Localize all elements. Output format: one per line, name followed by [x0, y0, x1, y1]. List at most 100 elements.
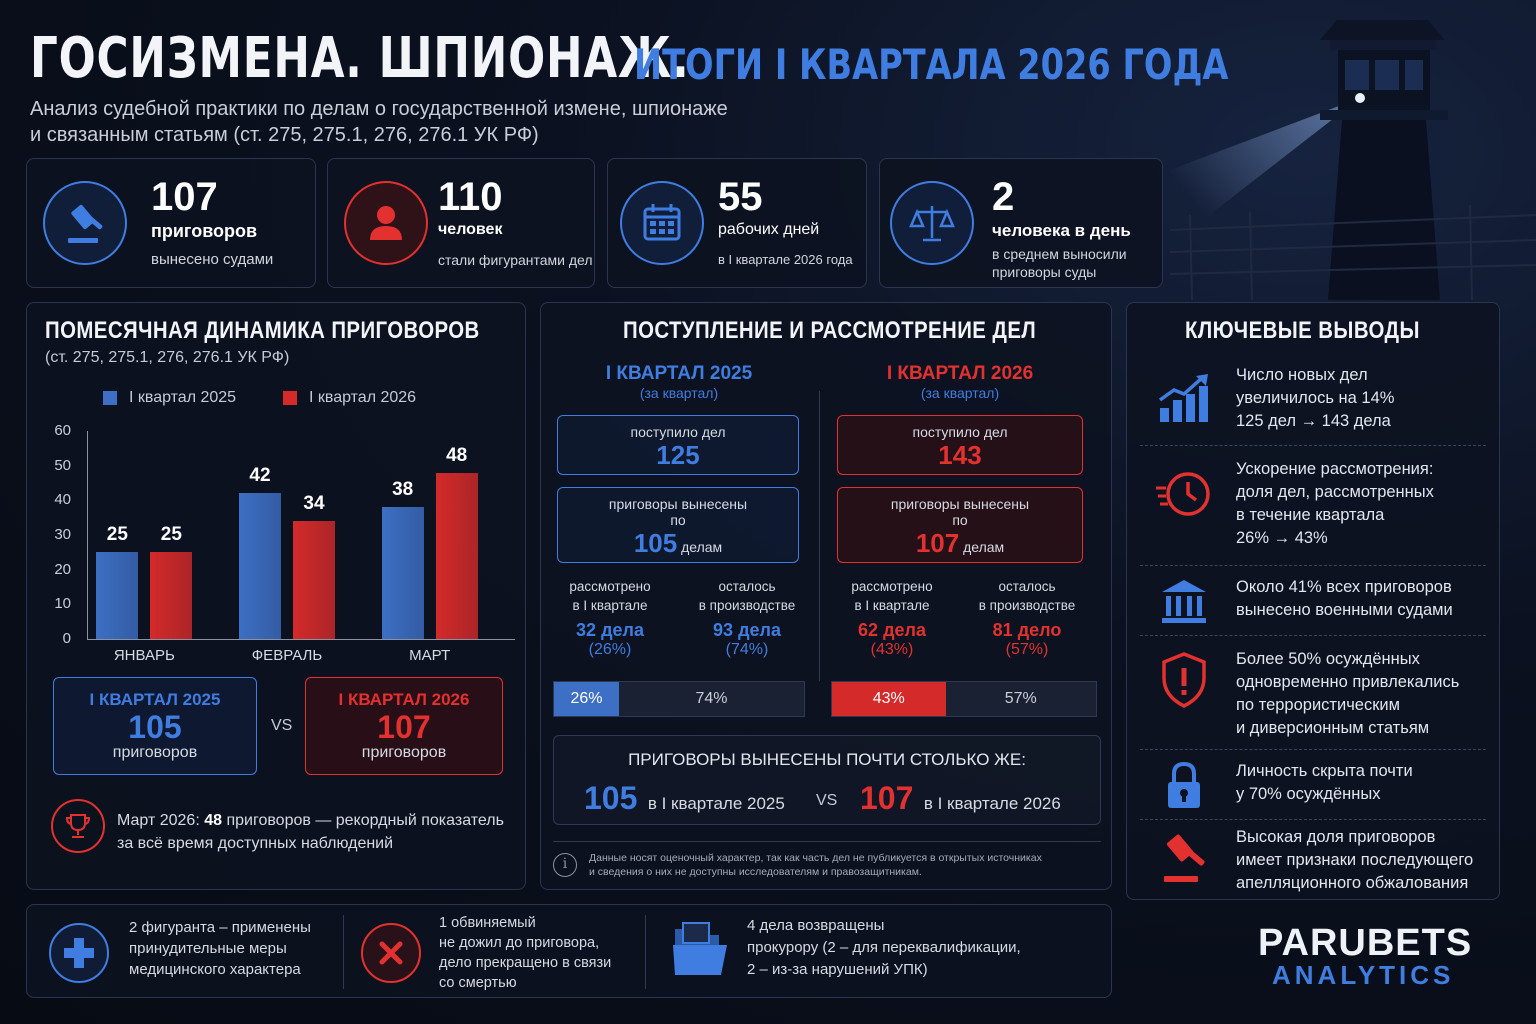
brand-sub: ANALYTICS: [1272, 960, 1455, 990]
bar: [435, 472, 478, 639]
finding-item: Более 50% осуждённых одновременно привле…: [1140, 640, 1486, 750]
stat-unit: человека в день: [992, 221, 1131, 240]
reviewed-label: в I квартале: [572, 598, 648, 613]
subtitle-line: Анализ судебной практики по делам о госу…: [30, 98, 728, 120]
finding-text: Личность скрыта почти у 70% осуждённых: [1236, 760, 1413, 806]
verdicts-label: приговоры вынесены: [608, 496, 748, 512]
reviewed-2025: рассмотрено в I квартале 32 дела (26%): [555, 577, 665, 659]
finding-item: Высокая доля приговоров имеет признаки п…: [1140, 824, 1486, 894]
finding-line: Личность скрыта почти: [1236, 762, 1413, 780]
gavel-icon: [1154, 828, 1214, 888]
y-tick-label: 60: [54, 422, 71, 439]
finding-line: апелляционного обжалования: [1236, 874, 1469, 892]
medical-cross-icon: [49, 923, 109, 983]
reviewed-pct: (26%): [588, 641, 632, 658]
pending-label: в производстве: [698, 598, 796, 613]
received-box-2025: поступило дел 125: [557, 415, 799, 475]
bottom-text-deceased: 1 обвиняемый не дожил до приговора, дело…: [439, 913, 611, 993]
finding-line: по террористическим: [1236, 696, 1400, 714]
compare-right: 107 в I квартале 2026: [860, 780, 1061, 817]
stat-unit: рабочих дней: [718, 221, 820, 238]
y-tick-label: 20: [54, 560, 71, 578]
data-note: Данные носят оценочный характер, так как…: [589, 851, 1042, 879]
finding-line: 125 дел → 143 дела: [1236, 412, 1391, 430]
y-tick-label: 40: [54, 491, 71, 509]
gavel-icon: [43, 181, 127, 265]
lock-icon: [1154, 756, 1214, 816]
compare-left-text: в I квартале 2025: [647, 794, 785, 813]
bar-value-label: 48: [446, 444, 468, 466]
stat-value: 110: [438, 175, 503, 219]
note-divider: [553, 841, 1101, 842]
stat-desc-line: приговоры суды: [992, 264, 1097, 280]
finding-line: у 70% осуждённых: [1236, 785, 1381, 803]
note-line: и сведения о них не доступны исследовате…: [589, 866, 922, 878]
stat-card-verdicts: 107 приговоров вынесено судами: [26, 158, 316, 288]
period-sub: (за квартал): [920, 385, 1000, 401]
period-label: I КВАРТАЛ 2026: [886, 363, 1034, 384]
stat-value: 107: [151, 175, 218, 219]
bottom-text-medical: 2 фигуранта – применены принудительные м…: [129, 917, 311, 980]
record-note: Март 2026: 48 приговоров — рекордный пок…: [117, 809, 517, 855]
stat-card-workdays: 55 рабочих дней в I квартале 2026 года: [607, 158, 867, 288]
bar-value-label: 25: [160, 524, 182, 546]
legend-label-2026: I квартал 2026: [309, 389, 417, 406]
brand-name: PARUBETS: [1258, 922, 1473, 964]
bar-value-label: 38: [392, 479, 414, 501]
verdicts-unit: делам: [963, 539, 1005, 555]
stat-value: 2: [992, 175, 1015, 219]
bar: [239, 493, 281, 639]
stat-desc: в I квартале 2026 года: [718, 252, 853, 267]
findings-title: КЛЮЧЕВЫЕ ВЫВОДЫ: [1185, 317, 1420, 344]
summary-unit: приговоров: [361, 744, 447, 761]
compare-vs: VS: [816, 792, 838, 809]
pending-pct: (57%): [1005, 641, 1049, 658]
compare-left: 105 в I квартале 2025: [584, 780, 785, 817]
x-category-label: МАРТ: [409, 647, 451, 664]
pending-label: осталось: [718, 579, 776, 594]
compare-title: ПРИГОВОРЫ ВЫНЕСЕНЫ ПОЧТИ СТОЛЬКО ЖЕ:: [628, 750, 1026, 769]
progress-done: 26%: [554, 682, 619, 716]
person-icon: [344, 181, 428, 265]
finding-item: Около 41% всех приговоров вынесено военн…: [1140, 570, 1486, 636]
summary-label: I КВАРТАЛ 2025: [89, 690, 221, 709]
bottom-line: со смертью: [439, 975, 517, 991]
finding-line: увеличилось на 14%: [1236, 389, 1395, 407]
bottom-line: прокурору (2 – для переквалификации,: [747, 939, 1021, 956]
trophy-icon: [51, 799, 105, 853]
bottom-line: принудительные меры: [129, 940, 287, 957]
flow-panel: ПОСТУПЛЕНИЕ И РАССМОТРЕНИЕ ДЕЛ I КВАРТАЛ…: [540, 302, 1112, 890]
stat-card-per-day: 2 человека в день в среднем выносили при…: [879, 158, 1163, 288]
info-icon: i: [553, 853, 577, 877]
legend-swatch-2026: [283, 391, 297, 405]
stat-card-people: 110 человек стали фигурантами дел: [327, 158, 595, 288]
finding-item: Число новых дел увеличилось на 14% 125 д…: [1140, 360, 1486, 446]
finding-line: и диверсионным статьям: [1236, 719, 1430, 737]
fast-clock-icon: [1154, 464, 1214, 524]
reviewed-value: 62 дела: [858, 620, 926, 640]
finding-text: Более 50% осуждённых одновременно привле…: [1236, 648, 1459, 740]
bar: [293, 521, 335, 639]
folder-icon: [669, 919, 731, 979]
summary-unit: приговоров: [112, 744, 198, 761]
record-value: 48: [204, 812, 223, 829]
reviewed-value: 32 дела: [576, 620, 644, 640]
stat-unit: человек: [438, 221, 503, 238]
bottom-text-returned: 4 дела возвращены прокурору (2 – для пер…: [747, 915, 1021, 981]
calendar-icon: [620, 181, 704, 265]
y-tick-label: 30: [54, 526, 71, 543]
finding-line: 26% → 43%: [1236, 529, 1328, 547]
bottom-line: не дожил до приговора,: [439, 935, 600, 951]
page-title-accent: ИТОГИ I КВАРТАЛА 2026 ГОДА: [634, 40, 1229, 89]
stat-desc: вынесено судами: [151, 251, 274, 268]
summary-label: I КВАРТАЛ 2026: [338, 690, 470, 709]
finding-line: Около 41% всех приговоров: [1236, 578, 1452, 596]
record-prefix: Март 2026:: [117, 812, 200, 829]
bar-value-label: 34: [303, 493, 325, 515]
reviewed-label: рассмотрено: [851, 579, 933, 594]
flow-divider: [819, 391, 820, 681]
stat-unit: приговоров: [151, 221, 258, 241]
flow-title: ПОСТУПЛЕНИЕ И РАССМОТРЕНИЕ ДЕЛ: [623, 317, 1037, 344]
verdicts-po: по: [670, 512, 686, 528]
bar-chart: 0 10 20 30 40 50 60 25 25 ЯНВАРЬ 42 34 ФЕВРАЛЬ 38 48 МА…: [27, 303, 527, 673]
